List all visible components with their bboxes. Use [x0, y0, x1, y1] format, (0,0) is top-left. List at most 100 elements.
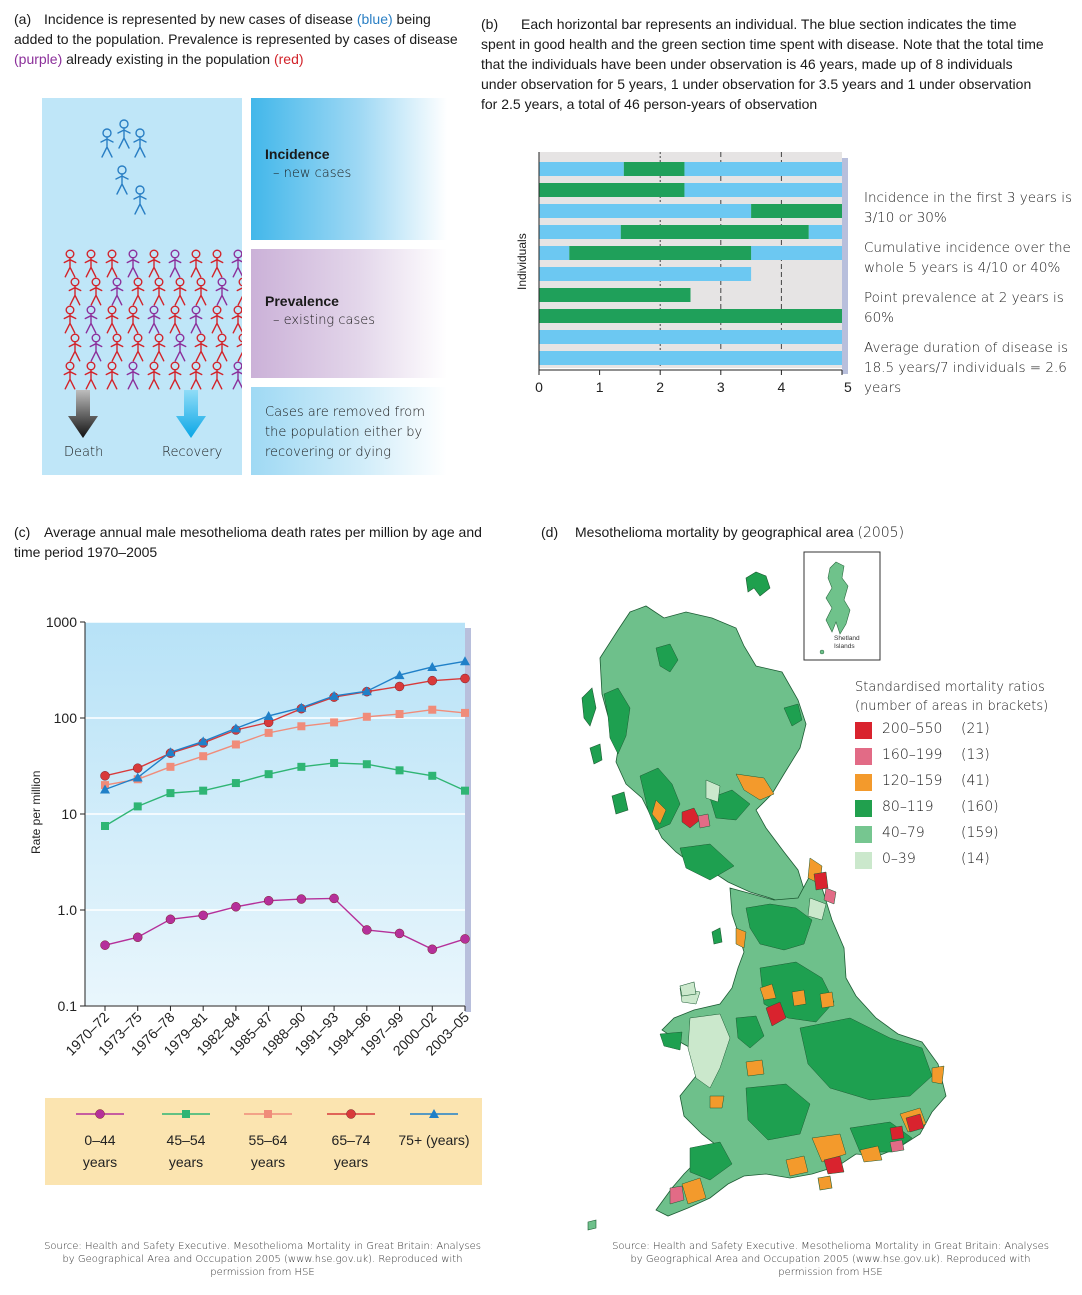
plot-shadow	[465, 628, 471, 1012]
legend-range: 0–39	[882, 851, 916, 867]
recovery-arrow-icon	[176, 390, 206, 438]
data-point	[362, 925, 372, 935]
legend-label-unit: years	[83, 1154, 117, 1170]
population-figure	[236, 277, 250, 306]
series-75+	[100, 656, 470, 794]
legend-count: (159)	[961, 825, 999, 841]
prevalent-case-figure	[173, 333, 187, 362]
data-point	[394, 670, 405, 680]
population-figure	[63, 249, 77, 278]
x-tick-label: 4	[778, 379, 786, 395]
healthy-segment	[539, 267, 752, 281]
population-figure	[152, 333, 166, 362]
data-point	[329, 893, 339, 904]
population-figure	[194, 277, 208, 306]
data-point	[297, 762, 306, 771]
map-legend-item: 80–119 (160)	[855, 798, 1075, 820]
population-figure	[168, 305, 182, 334]
panel-b-label: (b)	[481, 16, 499, 32]
prevalent-case-figure	[84, 305, 98, 334]
data-point	[330, 758, 339, 767]
series-line	[104, 897, 466, 951]
legend-count: (160)	[961, 799, 999, 815]
legend-swatch	[855, 800, 872, 817]
disease-segment	[751, 204, 842, 218]
data-point	[263, 895, 274, 906]
population-figure	[173, 277, 187, 306]
data-point	[461, 708, 469, 717]
population-figure	[168, 361, 182, 390]
panel-d-caption: (d) Mesothelioma mortality by geographica…	[541, 524, 905, 541]
data-point	[132, 932, 143, 943]
data-point	[362, 760, 371, 769]
population-figure	[63, 361, 77, 390]
legend-label: 55–64	[249, 1132, 288, 1148]
legend-swatch	[855, 826, 872, 843]
incident-case-figure	[100, 128, 114, 158]
data-point	[330, 718, 339, 727]
map-legend-item: 120–159 (41)	[855, 772, 1075, 794]
data-point	[166, 789, 175, 798]
note-cumulative-incidence: Cumulative incidence over the whole 5 ye…	[864, 240, 1071, 276]
population-figure	[147, 249, 161, 278]
data-point	[394, 928, 405, 939]
data-point	[264, 728, 273, 737]
orkney-islands	[745, 571, 771, 597]
prevalent-case-figure	[126, 249, 140, 278]
note-incidence: Incidence in the first 3 years is 3/10 o…	[864, 190, 1072, 226]
data-point	[230, 723, 241, 733]
disease-segment	[539, 309, 842, 323]
legend-label: 0–44	[84, 1132, 115, 1148]
data-point	[460, 656, 470, 666]
y-tick-label: 100	[54, 710, 78, 726]
prevalent-case-figure	[215, 277, 229, 306]
population-figure	[152, 277, 166, 306]
legend-label: 75+ (years)	[398, 1132, 469, 1148]
x-tick-label: 1	[596, 379, 604, 395]
death-arrow-icon	[68, 390, 98, 438]
data-point	[329, 690, 340, 700]
y-tick-label: 1000	[46, 614, 77, 630]
panel-d-label: (d)	[541, 524, 559, 540]
population-figure	[189, 361, 203, 390]
panel-b-notes: Incidence in the first 3 years is 3/10 o…	[864, 188, 1074, 398]
data-point	[296, 894, 307, 904]
svg-text:Islands: Islands	[834, 643, 855, 650]
healthy-segment	[684, 183, 842, 197]
data-point	[428, 705, 437, 714]
data-point	[95, 1109, 105, 1119]
x-tick-label: 5 years	[844, 379, 853, 395]
data-point	[460, 934, 470, 944]
legend-range: 40–79	[882, 825, 925, 841]
data-point	[133, 802, 142, 811]
population-figure	[194, 333, 208, 362]
death-label: Death	[64, 445, 104, 460]
panel-a-caption: (a) Incidence is represented by new cases…	[14, 11, 458, 67]
x-tick-label: 3	[717, 379, 725, 395]
data-point	[198, 910, 208, 921]
disease-segment	[623, 162, 685, 176]
population-figure	[131, 277, 145, 306]
population-figure	[210, 305, 224, 334]
population-figure	[215, 333, 229, 362]
incident-case-figure	[133, 128, 147, 158]
individual-bars-chart: 0 1 2 3 4 5 years Individuals	[515, 152, 853, 395]
panel-c-source: Source: Health and Safety Executive. Mes…	[44, 1241, 481, 1278]
data-point	[100, 784, 110, 794]
population-illustration	[63, 119, 250, 438]
map-legend-item: 200–550 (21)	[855, 720, 1075, 742]
data-point	[198, 736, 209, 746]
removal-box: Cases are removed from the population ei…	[251, 387, 447, 475]
population-box	[42, 98, 250, 475]
x-tick-label: 0	[535, 379, 543, 395]
population-figure	[147, 361, 161, 390]
data-point	[166, 762, 175, 771]
line-chart-legend: 0–44 years 45–54 years 55–64 years 65–74 years 7…	[45, 1098, 482, 1185]
map-legend-title: Standardised mortality ratios (number of…	[855, 680, 1049, 714]
population-figure	[63, 305, 77, 334]
legend-item: 0–44 years	[76, 1109, 124, 1170]
healthy-segment	[539, 330, 842, 344]
data-point	[264, 770, 273, 779]
population-figure	[84, 249, 98, 278]
prevalence-box: Prevalence – existing cases	[251, 249, 447, 378]
